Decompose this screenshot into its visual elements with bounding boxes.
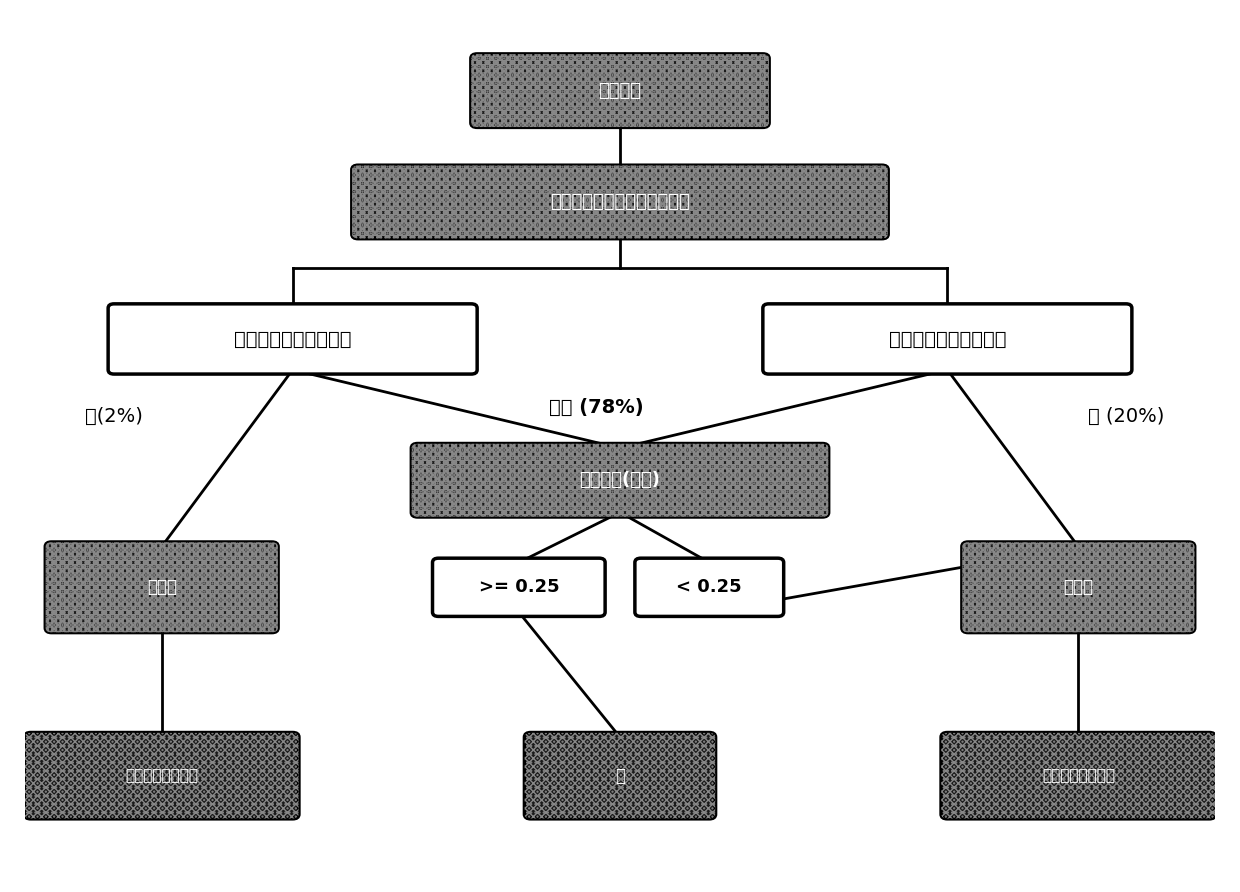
- FancyBboxPatch shape: [962, 542, 1194, 632]
- Text: 均是 (78%): 均是 (78%): [549, 398, 644, 417]
- FancyBboxPatch shape: [352, 166, 888, 238]
- Text: 综合评分(加权): 综合评分(加权): [579, 471, 661, 489]
- Text: 否(2%): 否(2%): [86, 407, 143, 425]
- FancyBboxPatch shape: [25, 733, 299, 819]
- Text: >= 0.25: >= 0.25: [479, 578, 559, 596]
- Text: 纤维化测试和扫描的可应用性: 纤维化测试和扫描的可应用性: [551, 193, 689, 211]
- Text: 纤维化扫描的可应用性: 纤维化扫描的可应用性: [889, 329, 1006, 349]
- FancyBboxPatch shape: [471, 54, 769, 127]
- FancyBboxPatch shape: [108, 304, 477, 374]
- Text: 肝活检: 肝活检: [1064, 578, 1094, 596]
- FancyBboxPatch shape: [635, 558, 784, 616]
- Text: 无: 无: [615, 767, 625, 785]
- FancyBboxPatch shape: [941, 733, 1215, 819]
- Text: 初始评估: 初始评估: [599, 82, 641, 100]
- Text: < 0.25: < 0.25: [677, 578, 742, 596]
- Text: 肝纤维化分期诊断: 肝纤维化分期诊断: [1042, 768, 1115, 783]
- FancyBboxPatch shape: [525, 733, 715, 819]
- Text: 肝活检: 肝活检: [146, 578, 176, 596]
- FancyBboxPatch shape: [412, 444, 828, 516]
- FancyBboxPatch shape: [763, 304, 1132, 374]
- Text: 否 (20%): 否 (20%): [1087, 407, 1164, 425]
- Text: 肝纤维化分期诊断: 肝纤维化分期诊断: [125, 768, 198, 783]
- FancyBboxPatch shape: [46, 542, 278, 632]
- Text: 纤维化测试的可应用性: 纤维化测试的可应用性: [234, 329, 351, 349]
- FancyBboxPatch shape: [433, 558, 605, 616]
